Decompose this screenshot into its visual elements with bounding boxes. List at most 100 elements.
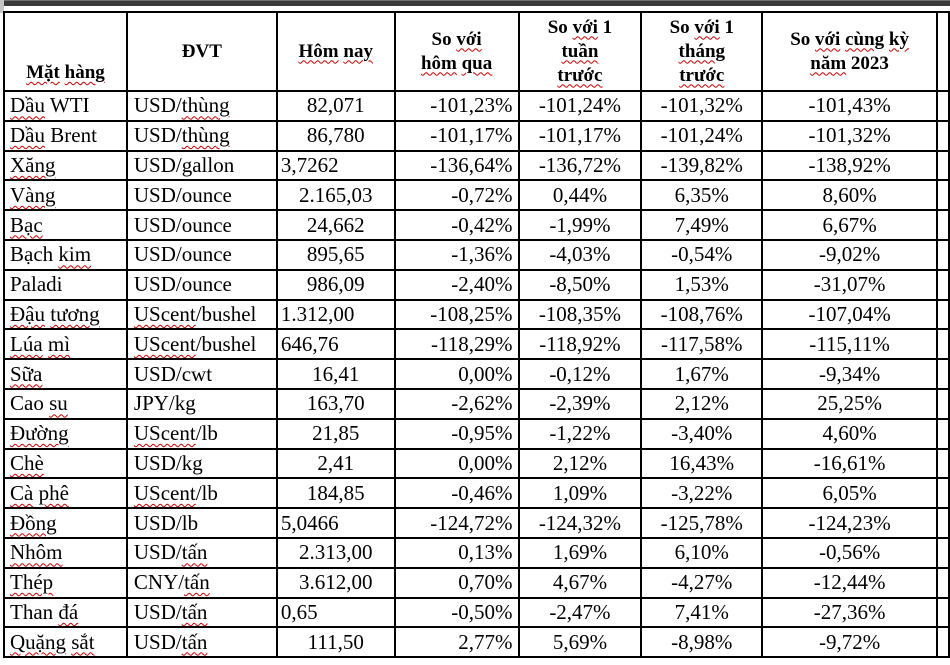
table-row: Thép CNY/tấn 3.612,00 0,70% 4,67% -4,27% -12,4…: [3, 566, 950, 599]
cell-vs-month: 6,10%: [640, 536, 764, 569]
cell-vs-week: -108,35%: [517, 298, 643, 331]
spellcheck-flagged-word: cùng: [845, 28, 885, 50]
cell-vs-2023: -9,72%: [761, 626, 938, 659]
spellcheck-flagged-word: Xăng: [10, 152, 56, 177]
table-row: Đường UScent/lb 21,85 -0,95% -1,22% -3,40% 4,6…: [3, 417, 950, 450]
spellcheck-flagged-word: hàng: [64, 62, 105, 83]
cell-vs-month: -125,78%: [640, 507, 764, 539]
cell-vs-yesterday: -118,29%: [393, 328, 520, 361]
text-segment: USD/: [133, 629, 182, 654]
cell-today: 1.312,00: [275, 298, 396, 331]
cell-vs-2023: -124,23%: [761, 507, 938, 539]
text-segment: 1: [719, 16, 734, 38]
cell-vs-month: 1,67%: [640, 358, 764, 390]
header-line: ĐVT: [129, 40, 275, 64]
cell-unit: USD/kg: [125, 447, 278, 480]
text-segment: So: [669, 16, 690, 38]
cell-today: 16,41: [275, 358, 396, 390]
cell-vs-week: -1,99%: [517, 209, 643, 241]
cell-vs-week: 1,09%: [517, 477, 643, 510]
header-line: So với: [397, 28, 517, 52]
table-row: Cao su JPY/kg 163,70 -2,62% -2,39% 2,12% 25,25…: [3, 387, 950, 420]
cell-today: 646,76: [275, 328, 396, 361]
spellcheck-flagged-word: Bạc: [10, 212, 43, 237]
column-header-commodity: Mặt hàng: [3, 11, 128, 92]
cell-unit: USD/ounce: [125, 238, 278, 271]
text-segment: Brent: [45, 123, 97, 148]
cell-spacer: [935, 268, 950, 301]
header-line: trước: [521, 64, 640, 88]
header-line: Mặt hàng: [6, 61, 125, 85]
spellcheck-flagged-word: năm: [810, 52, 847, 74]
spellcheck-flagged-word: trước: [557, 64, 603, 86]
cell-unit: CNY/tấn: [125, 566, 278, 599]
cell-commodity: Đồng: [3, 507, 128, 539]
cell-vs-week: -1,22%: [517, 417, 643, 450]
cell-today: 163,70: [275, 387, 396, 420]
spellcheck-flagged-word: với: [572, 16, 598, 38]
cell-today: 184,85: [275, 477, 396, 510]
spellcheck-flagged-word: tấn: [184, 570, 210, 595]
spellcheck-flagged-word: tấn: [181, 540, 208, 565]
spellcheck-flagged-word: thùng: [181, 123, 230, 148]
spellcheck-flagged-word: Đường: [10, 421, 69, 446]
cell-unit: UScent/lb: [125, 477, 278, 510]
cell-vs-month: -3,22%: [640, 477, 764, 510]
cell-vs-week: -136,72%: [517, 149, 643, 182]
cell-commodity: Đậu tương: [3, 298, 128, 331]
table-body: Dầu WTI USD/thùng 82,071 -101,23% -101,24% -1…: [3, 90, 950, 659]
text-segment: Paladi: [10, 272, 63, 297]
column-header-unit: ĐVT: [125, 11, 278, 92]
text-segment: WTI: [45, 93, 90, 118]
spellcheck-flagged-word: tương: [50, 301, 100, 326]
cell-spacer: [935, 417, 950, 450]
cell-unit: USD/tấn: [125, 626, 278, 659]
cell-vs-week: -2,39%: [517, 387, 643, 420]
spellcheck-flagged-word: UScent: [133, 480, 196, 505]
spellcheck-flagged-word: hôm: [420, 52, 457, 74]
spellcheck-flagged-word: Đồng: [10, 510, 57, 535]
text-segment: JPY/kg: [133, 391, 196, 416]
text-segment: /lb: [195, 480, 218, 505]
spellcheck-flagged-word: trước: [679, 64, 725, 86]
cell-vs-yesterday: -2,62%: [393, 387, 520, 420]
cell-unit: USD/ounce: [125, 209, 278, 241]
cell-vs-month: 16,43%: [640, 447, 764, 480]
cell-vs-2023: -0,56%: [761, 536, 938, 569]
cell-commodity: Dầu WTI: [3, 90, 128, 122]
cell-spacer: [935, 149, 950, 182]
spellcheck-flagged-word: UScent: [133, 331, 196, 356]
spellcheck-flagged-word: Dầu: [10, 123, 45, 148]
cell-vs-2023: -31,07%: [761, 268, 938, 301]
text-segment: /lb: [195, 421, 218, 446]
spellcheck-flagged-word: phê: [38, 480, 69, 505]
cell-today: 986,09: [275, 268, 396, 301]
spellcheck-flagged-word: với: [456, 28, 482, 50]
header-line: tuần: [521, 40, 640, 64]
spellcheck-flagged-word: nay: [343, 40, 373, 62]
cell-vs-month: 7,41%: [640, 596, 764, 629]
cell-spacer: [935, 238, 950, 271]
cell-today: 895,65: [275, 238, 396, 271]
table-row: Dầu WTI USD/thùng 82,071 -101,23% -101,24% -1…: [3, 90, 950, 122]
cell-unit: UScent/lb: [125, 417, 278, 450]
table-row: Than đá USD/tấn 0,65 -0,50% -2,47% 7,41% -27,3…: [3, 596, 950, 629]
text-segment: /bushel: [195, 301, 257, 326]
table-row: Paladi USD/ounce 986,09 -2,40% -8,50% 1,53% -3…: [3, 268, 950, 301]
table-row: Cà phê UScent/lb 184,85 -0,46% 1,09% -3,22% 6,…: [3, 477, 950, 510]
cell-vs-2023: -9,02%: [761, 238, 938, 271]
cell-spacer: [935, 298, 950, 331]
cell-unit: USD/tấn: [125, 536, 278, 569]
text-segment: USD/: [133, 123, 182, 148]
cell-vs-week: -101,17%: [517, 119, 643, 152]
column-header-vs-2023: So với cùng kỳ năm 2023: [761, 11, 938, 92]
cell-vs-2023: 4,60%: [761, 417, 938, 450]
cell-unit: USD/thùng: [125, 90, 278, 122]
text-segment: /bushel: [195, 331, 257, 356]
column-header-vs-yesterday: So với hôm qua: [393, 11, 520, 92]
cell-vs-yesterday: -0,95%: [393, 417, 520, 450]
cell-unit: USD/ounce: [125, 179, 278, 212]
window-edge-notch: [0, 0, 4, 13]
spellcheck-flagged-word: Sữa: [10, 361, 43, 386]
